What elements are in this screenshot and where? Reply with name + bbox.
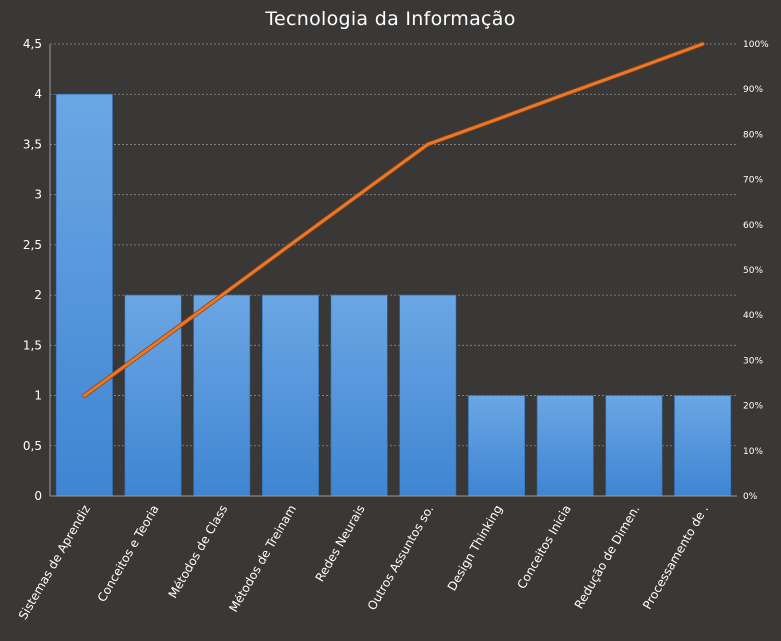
y-tick-label: 4 xyxy=(34,87,42,101)
y-tick-label: 2 xyxy=(34,288,42,302)
cumulative-line xyxy=(82,41,705,398)
bar xyxy=(193,294,251,497)
y2-tick-label: 90% xyxy=(743,85,763,95)
chart-title: Tecnologia da Informação xyxy=(265,8,516,30)
bar xyxy=(674,395,732,497)
x-tick-label: Redução de Dimen. xyxy=(572,503,643,612)
x-tick-label: Métodos de Class xyxy=(166,503,231,601)
bar xyxy=(468,395,526,497)
y2-tick-label: 100% xyxy=(743,40,769,50)
y2-tick-label: 60% xyxy=(743,221,763,231)
y-tick-label: 0,5 xyxy=(23,439,42,453)
y2-tick-label: 40% xyxy=(743,311,763,321)
x-tick-label: Conceitos e Teoria xyxy=(95,503,162,605)
x-tick-label: Sistemas de Aprendiz xyxy=(16,503,93,623)
y-tick-label: 3 xyxy=(34,188,42,202)
bar xyxy=(605,395,663,497)
y2-tick-label: 50% xyxy=(743,266,763,276)
y-tick-label: 4,5 xyxy=(23,37,42,51)
line-point xyxy=(288,243,292,247)
x-tick-label: Outros Assuntos so. xyxy=(365,502,437,612)
y-tick-label: 1 xyxy=(34,389,42,403)
x-tick-label: Processamento de . xyxy=(640,503,711,612)
line-point xyxy=(357,193,361,197)
y-axis-ticks: 0 0,5 1 1,5 2 2,5 3 3,5 4 4,5 xyxy=(23,37,42,503)
y2-tick-label: 80% xyxy=(743,130,763,140)
y2-axis-ticks: 0% 10% 20% 30% 40% 50% 60% 70% 80% 90% 100% xyxy=(743,40,769,502)
bar xyxy=(399,294,457,497)
y2-tick-label: 70% xyxy=(743,176,763,186)
line-point xyxy=(563,92,567,96)
line-point xyxy=(151,343,155,347)
x-tick-label: Redes Neurais xyxy=(313,503,368,585)
y-tick-label: 0 xyxy=(34,489,42,503)
y2-tick-label: 10% xyxy=(743,447,763,457)
y-tick-label: 3,5 xyxy=(23,137,42,151)
x-tick-label: Design Thinking xyxy=(445,503,505,594)
y-tick-label: 2,5 xyxy=(23,238,42,252)
bar xyxy=(261,294,319,497)
y2-tick-label: 30% xyxy=(743,356,763,366)
x-tick-label: Conceitos Inicia xyxy=(514,503,573,592)
line-point xyxy=(82,394,86,398)
line-point xyxy=(632,67,636,71)
bar xyxy=(536,395,594,497)
x-tick-label: Métodos de Treinam xyxy=(226,503,299,615)
x-axis-ticks: Sistemas de Aprendiz Conceitos e Teoria Mé… xyxy=(16,502,711,622)
bar xyxy=(55,93,113,497)
y2-tick-label: 20% xyxy=(743,402,763,412)
axes xyxy=(49,44,737,497)
bar xyxy=(330,294,388,497)
line-point xyxy=(220,293,224,297)
line-point xyxy=(426,142,430,146)
y2-tick-label: 0% xyxy=(743,492,758,502)
bar xyxy=(124,294,182,497)
y-tick-label: 1,5 xyxy=(23,338,42,352)
line-point xyxy=(495,117,499,121)
bars xyxy=(55,93,732,497)
line-point xyxy=(701,42,705,46)
cumulative-line-path xyxy=(82,42,705,398)
